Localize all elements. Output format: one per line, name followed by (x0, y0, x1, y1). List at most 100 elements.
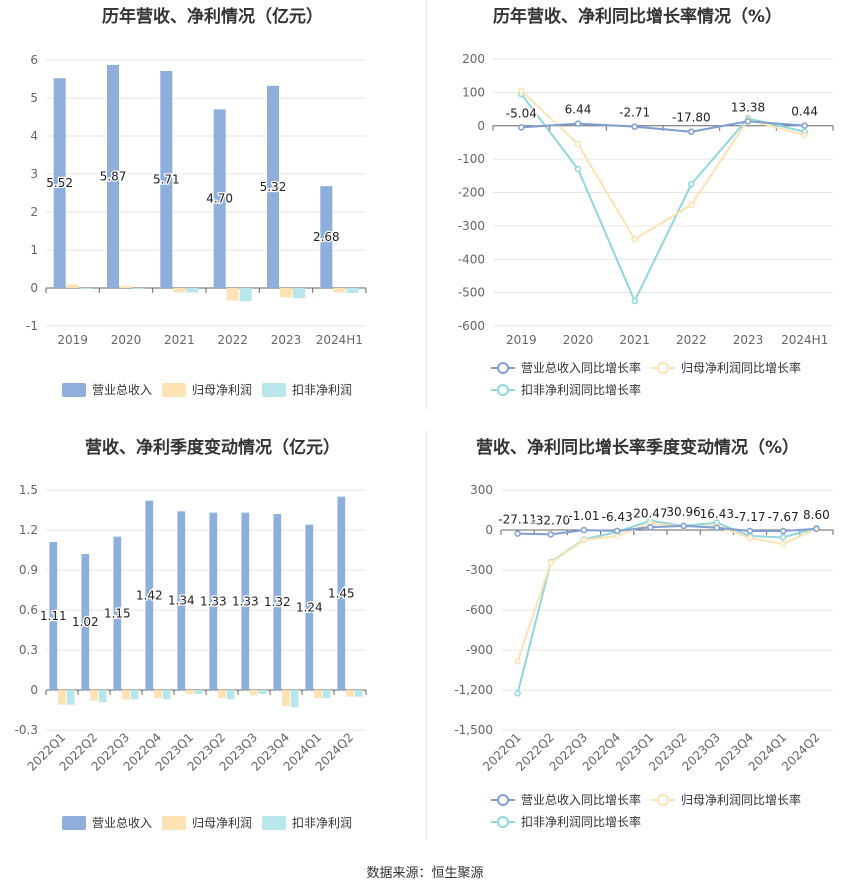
legend-marker (657, 362, 669, 374)
bar-net-profit (122, 690, 130, 700)
line-point (680, 522, 687, 530)
y-tick-label: 6 (30, 53, 38, 67)
bar-value-label: 1.15 (104, 606, 131, 620)
bar-net-profit (186, 690, 194, 694)
bar-value-label: 2.68 (313, 230, 340, 244)
line-point (779, 527, 787, 535)
legend-marker (657, 794, 669, 806)
bar-value-label: 1.11 (40, 609, 67, 623)
y-tick-label: -200 (458, 186, 485, 200)
line-point (518, 124, 525, 131)
line-point (631, 297, 638, 305)
bar-net-profit (280, 288, 292, 298)
line-point (574, 140, 582, 148)
bar-deducted-profit (186, 288, 199, 293)
bar-revenue (177, 511, 186, 690)
bar-revenue (209, 512, 218, 690)
line-point (514, 658, 521, 665)
line-point (574, 120, 582, 127)
bar-net-profit (250, 690, 258, 696)
panel-divider (426, 0, 427, 410)
x-tick-label: 2019 (506, 333, 537, 347)
revenue-growth-line (521, 120, 805, 133)
legend-swatch (162, 383, 186, 397)
bar-revenue (241, 512, 250, 690)
quarterly-growth-chart: 营收、净利同比增长率季度变动情况（%） -1,500 -1,200 -900 -600… (425, 430, 850, 860)
x-tick-label: 2024H1 (316, 333, 363, 347)
line-point (801, 131, 808, 139)
point-value-label: -2.71 (619, 106, 650, 120)
legend-label: 归母净利润 (192, 816, 252, 830)
x-tick-label: 2020 (563, 333, 594, 347)
line-point (744, 118, 752, 125)
point-value-label: -7.67 (768, 510, 799, 524)
y-tick-label: 0.3 (19, 643, 38, 657)
legend-label: 归母净利润同比增长率 (681, 792, 801, 807)
y-tick-label: 0 (485, 523, 493, 537)
y-tick-label: 300 (470, 483, 493, 497)
line-point (746, 527, 754, 535)
legend-label: 扣非净利润 (292, 816, 352, 830)
line-point (631, 235, 638, 243)
x-tick-label: 2019 (57, 333, 88, 347)
y-tick-label: -600 (466, 603, 493, 617)
y-tick-label: -300 (458, 219, 485, 233)
bar-value-label: 1.34 (168, 594, 195, 608)
point-value-label: -5.04 (506, 106, 537, 120)
y-tick-label: 1.2 (19, 523, 38, 537)
legend-label: 归母净利润同比增长率 (681, 360, 801, 375)
point-value-label: 20.47 (633, 506, 667, 520)
bar-deducted-profit (346, 288, 359, 293)
legend-swatch (262, 816, 286, 830)
bar-value-label: 1.02 (72, 615, 99, 629)
bar-deducted-profit (194, 690, 203, 694)
bar-value-label: 5.87 (100, 169, 127, 183)
point-value-label: 13.38 (731, 100, 765, 114)
bar-revenue (267, 85, 279, 288)
point-value-label: -1.01 (568, 509, 599, 523)
line-point (518, 87, 525, 94)
line-point (688, 201, 695, 209)
bar-value-label: 1.33 (232, 594, 259, 608)
legend-swatch (62, 816, 86, 830)
point-value-label: 30.96 (666, 505, 700, 519)
legend-swatch (262, 383, 286, 397)
bar-revenue (320, 186, 333, 288)
bar-revenue (145, 500, 154, 690)
legend-marker (497, 384, 509, 396)
y-tick-label: 0 (30, 683, 38, 697)
legend-label: 营业总收入 (92, 383, 152, 397)
line-point (547, 559, 555, 566)
bar-net-profit (154, 690, 162, 698)
bar-value-label: 1.33 (200, 594, 227, 608)
y-tick-label: -1 (26, 319, 38, 333)
y-tick-label: 200 (462, 52, 485, 66)
y-tick-label: -1,200 (454, 683, 493, 697)
annual-growth-chart: 历年营收、净利同比增长率情况（%） -600 -500 -400 -300 -200 -1… (425, 0, 850, 430)
bar-net-profit (346, 690, 354, 697)
bar-revenue (213, 109, 226, 289)
bar-net-profit (58, 690, 66, 705)
x-tick-label: 2022 (217, 333, 248, 347)
line-point (746, 534, 754, 542)
quarterly-revenue-profit-chart: 营收、净利季度变动情况（亿元） -0.3 0 0.3 0.6 0.9 1.2 1.5 1.11… (0, 430, 425, 860)
bar-net-profit (333, 288, 346, 293)
data-source-note: 数据来源：恒生聚源 (366, 866, 484, 881)
bar-deducted-profit (133, 288, 145, 290)
point-value-label: 16.43 (700, 507, 734, 521)
y-tick-label: -500 (458, 286, 485, 300)
chart-title: 历年营收、净利情况（亿元） (102, 7, 323, 27)
line-point (580, 536, 588, 544)
bar-revenue (81, 554, 90, 690)
line-point (580, 526, 588, 534)
bar-revenue (113, 536, 122, 690)
line-point (779, 534, 787, 541)
bar-net-profit (66, 284, 79, 288)
y-tick-label: -0.3 (15, 723, 38, 737)
chart-title: 营收、净利同比增长率季度变动情况（%） (475, 438, 800, 458)
point-value-label: -32.70 (531, 513, 570, 527)
y-tick-label: -900 (466, 643, 493, 657)
y-tick-label: -300 (466, 563, 493, 577)
bar-revenue (107, 64, 119, 288)
point-value-label: 6.44 (565, 103, 592, 117)
